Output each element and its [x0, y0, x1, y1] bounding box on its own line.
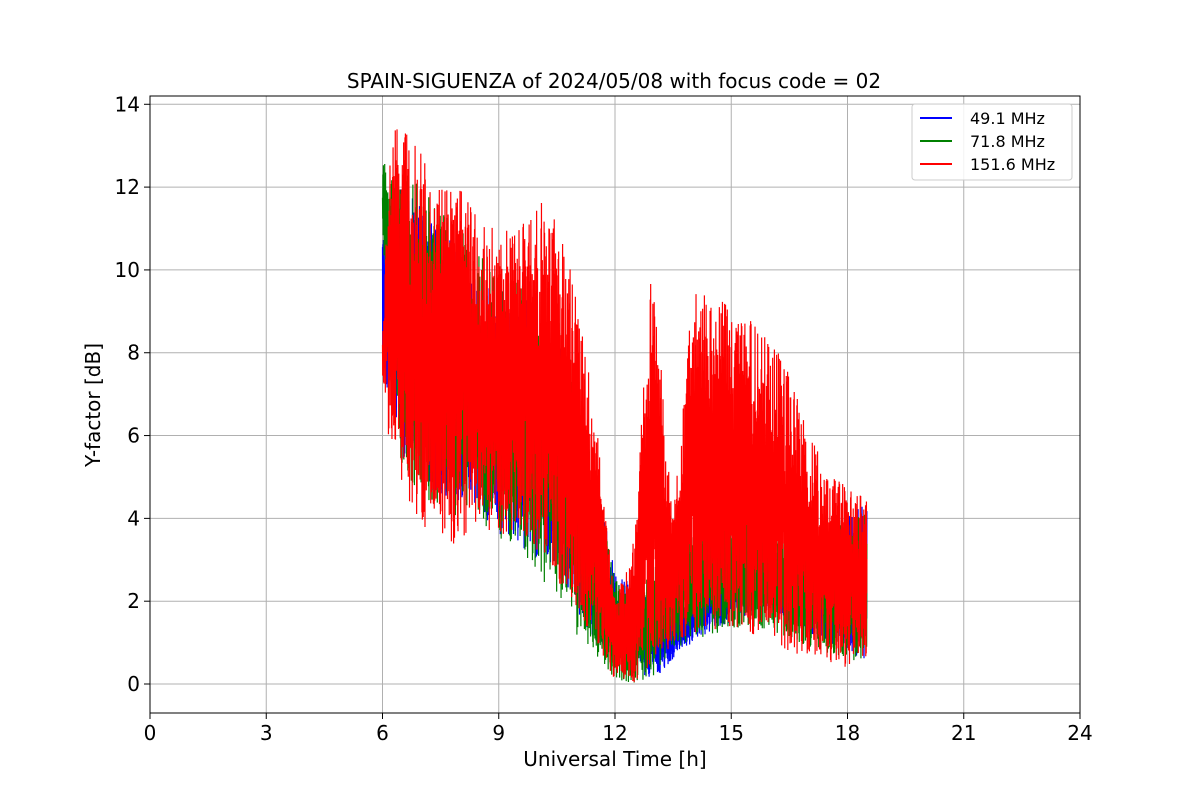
x-tick-label: 18 — [835, 721, 860, 745]
x-tick-label: 24 — [1067, 721, 1092, 745]
y-tick-label: 8 — [127, 341, 140, 365]
legend-box — [911, 103, 1073, 181]
y-tick-label: 6 — [127, 424, 140, 448]
chart-title: SPAIN-SIGUENZA of 2024/05/08 with focus … — [347, 69, 881, 93]
x-tick-label: 15 — [719, 721, 744, 745]
x-axis-label: Universal Time [h] — [523, 747, 706, 771]
y-axis-label: Y-factor [dB] — [81, 343, 105, 468]
y-tick-label: 10 — [115, 258, 140, 282]
series-line — [381, 129, 868, 683]
x-tick-label: 3 — [260, 721, 273, 745]
y-tick-label: 0 — [127, 672, 140, 696]
x-tick-label: 21 — [951, 721, 976, 745]
series-layer — [381, 129, 868, 683]
x-tick-label: 12 — [602, 721, 627, 745]
y-tick-label: 4 — [127, 506, 140, 530]
y-tick-label: 14 — [115, 92, 140, 116]
legend-label: 151.6 MHz — [970, 155, 1055, 174]
legend-label: 49.1 MHz — [970, 109, 1045, 128]
y-tick-label: 2 — [127, 589, 140, 613]
legend: 49.1 MHz 71.8 MHz 151.6 MHz — [911, 103, 1073, 181]
y-tick-label: 12 — [115, 175, 140, 199]
x-tick-label: 0 — [144, 721, 157, 745]
legend-label: 71.8 MHz — [970, 132, 1045, 151]
x-tick-label: 6 — [376, 721, 389, 745]
x-tick-label: 9 — [492, 721, 505, 745]
